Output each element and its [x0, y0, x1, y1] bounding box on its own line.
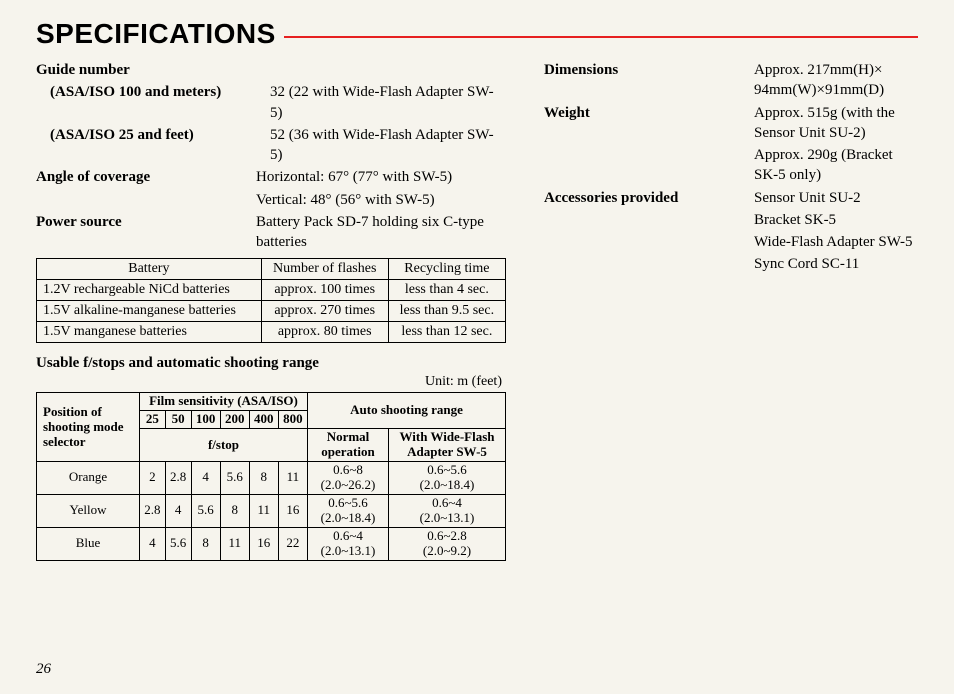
battery-cell: 1.5V alkaline-manganese batteries	[37, 301, 262, 322]
battery-cell: 1.2V rechargeable NiCd batteries	[37, 280, 262, 301]
stop-cell: 16	[249, 527, 278, 560]
page-number: 26	[36, 661, 51, 678]
weight-value-2: Approx. 290g (Bracket SK-5 only)	[754, 145, 918, 186]
iso-cell: 25	[140, 411, 166, 429]
fstop-unit: Unit: m (feet)	[36, 374, 506, 390]
stop-cell: 16	[278, 494, 307, 527]
stop-cell: 5.6	[165, 527, 191, 560]
right-column: Dimensions Approx. 217mm(H)× 94mm(W)×91m…	[544, 60, 918, 561]
fstop-label: f/stop	[140, 429, 308, 462]
stop-cell: 8	[220, 494, 249, 527]
flashes-cell: approx. 80 times	[261, 322, 388, 343]
flashes-header: Number of flashes	[261, 259, 388, 280]
accessory-value: Sensor Unit SU-2	[754, 188, 918, 208]
auto-label: Auto shooting range	[308, 393, 506, 429]
stop-cell: 5.6	[191, 494, 220, 527]
guide-number-label: Guide number	[36, 60, 256, 80]
recycle-cell: less than 4 sec.	[388, 280, 505, 301]
stop-cell: 2.8	[140, 494, 166, 527]
stop-cell: 8	[249, 462, 278, 495]
normal-label: Normal operation	[308, 429, 389, 462]
wide-range-cell: 0.6~2.8(2.0~9.2)	[389, 527, 506, 560]
stop-cell: 5.6	[220, 462, 249, 495]
mode-cell: Orange	[37, 462, 140, 495]
dimensions-label: Dimensions	[544, 60, 754, 101]
stop-cell: 4	[191, 462, 220, 495]
stop-cell: 8	[191, 527, 220, 560]
fstop-table: Position of shooting mode selector Film …	[36, 392, 506, 560]
table-row: 1.2V rechargeable NiCd batteries approx.…	[37, 280, 506, 301]
table-row: 1.5V manganese batteries approx. 80 time…	[37, 322, 506, 343]
normal-range-cell: 0.6~5.6(2.0~18.4)	[308, 494, 389, 527]
table-row: Yellow2.845.6811160.6~5.6(2.0~18.4)0.6~4…	[37, 494, 506, 527]
asa25-value: 52 (36 with Wide-Flash Adapter SW-5)	[270, 125, 506, 166]
asa100-label: (ASA/ISO 100 and meters)	[36, 82, 270, 123]
normal-range-cell: 0.6~8(2.0~26.2)	[308, 462, 389, 495]
battery-header: Battery	[37, 259, 262, 280]
iso-cell: 200	[220, 411, 249, 429]
table-row: Blue45.681116220.6~4(2.0~13.1)0.6~2.8(2.…	[37, 527, 506, 560]
iso-cell: 400	[249, 411, 278, 429]
angle-label: Angle of coverage	[36, 167, 256, 187]
title-rule	[284, 36, 918, 38]
columns: Guide number (ASA/ISO 100 and meters) 32…	[36, 60, 918, 561]
weight-value-1: Approx. 515g (with the Sensor Unit SU-2)	[754, 103, 918, 144]
stop-cell: 11	[249, 494, 278, 527]
stop-cell: 2.8	[165, 462, 191, 495]
iso-cell: 100	[191, 411, 220, 429]
angle-value-1: Horizontal: 67° (77° with SW-5)	[256, 167, 506, 187]
accessory-value: Bracket SK-5	[754, 210, 918, 230]
stop-cell: 11	[278, 462, 307, 495]
page-title: SPECIFICATIONS	[36, 18, 284, 50]
iso-cell: 50	[165, 411, 191, 429]
accessories-label: Accessories provided	[544, 188, 754, 208]
recycle-cell: less than 12 sec.	[388, 322, 505, 343]
power-value: Battery Pack SD-7 holding six C-type bat…	[256, 212, 506, 253]
recycle-cell: less than 9.5 sec.	[388, 301, 505, 322]
page: SPECIFICATIONS Guide number (ASA/ISO 100…	[0, 0, 954, 694]
left-column: Guide number (ASA/ISO 100 and meters) 32…	[36, 60, 506, 561]
flashes-cell: approx. 270 times	[261, 301, 388, 322]
stop-cell: 2	[140, 462, 166, 495]
table-row: Position of shooting mode selector Film …	[37, 393, 506, 411]
battery-cell: 1.5V manganese batteries	[37, 322, 262, 343]
mode-cell: Blue	[37, 527, 140, 560]
film-label: Film sensitivity (ASA/ISO)	[140, 393, 308, 411]
wide-label: With Wide-Flash Adapter SW-5	[389, 429, 506, 462]
stop-cell: 4	[140, 527, 166, 560]
accessory-value: Sync Cord SC-11	[754, 254, 918, 274]
stop-cell: 22	[278, 527, 307, 560]
flashes-cell: approx. 100 times	[261, 280, 388, 301]
mode-cell: Yellow	[37, 494, 140, 527]
accessory-value: Wide-Flash Adapter SW-5	[754, 232, 918, 252]
iso-cell: 800	[278, 411, 307, 429]
stop-cell: 11	[220, 527, 249, 560]
battery-table: Battery Number of flashes Recycling time…	[36, 258, 506, 343]
asa100-value: 32 (22 with Wide-Flash Adapter SW-5)	[270, 82, 506, 123]
fstop-heading: Usable f/stops and automatic shooting ra…	[36, 355, 506, 372]
table-row: Orange22.845.68110.6~8(2.0~26.2)0.6~5.6(…	[37, 462, 506, 495]
wide-range-cell: 0.6~4(2.0~13.1)	[389, 494, 506, 527]
position-label: Position of shooting mode selector	[37, 393, 140, 462]
recycling-header: Recycling time	[388, 259, 505, 280]
asa25-label: (ASA/ISO 25 and feet)	[36, 125, 270, 166]
dimensions-value: Approx. 217mm(H)× 94mm(W)×91mm(D)	[754, 60, 918, 101]
power-label: Power source	[36, 212, 256, 253]
table-row: Battery Number of flashes Recycling time	[37, 259, 506, 280]
weight-label: Weight	[544, 103, 754, 144]
table-row: 1.5V alkaline-manganese batteries approx…	[37, 301, 506, 322]
title-row: SPECIFICATIONS	[36, 18, 918, 50]
normal-range-cell: 0.6~4(2.0~13.1)	[308, 527, 389, 560]
wide-range-cell: 0.6~5.6(2.0~18.4)	[389, 462, 506, 495]
stop-cell: 4	[165, 494, 191, 527]
angle-value-2: Vertical: 48° (56° with SW-5)	[256, 190, 506, 210]
